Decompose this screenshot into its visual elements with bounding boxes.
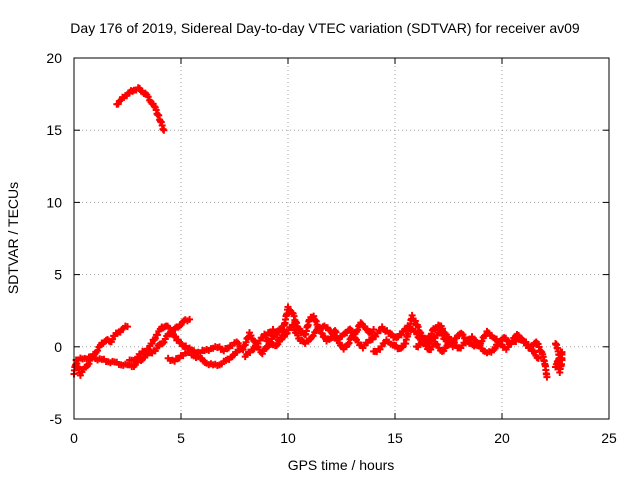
chart-title: Day 176 of 2019, Sidereal Day-to-day VTE… [70,20,580,36]
data-point [345,339,353,347]
data-point [289,322,297,330]
axis-ticks [73,57,610,420]
data-point [186,315,194,323]
data-point [370,325,378,333]
data-point [145,345,153,353]
data-point [439,325,447,333]
data-point [534,354,542,362]
data-point [552,363,559,371]
data-point [354,326,362,334]
series-1 [70,322,131,379]
x-tick-label: 0 [70,430,78,446]
series-5 [241,303,378,361]
data-point [148,340,156,348]
y-tick-label: 15 [46,122,62,138]
data-point [328,330,336,338]
data-point [234,339,242,347]
x-tick-label: 20 [494,430,510,446]
data-point [478,337,486,345]
data-point [348,327,356,335]
y-tick-label: 0 [54,339,62,355]
data-point [94,347,102,355]
data-point [144,93,152,101]
data-point [283,329,291,337]
data-point [288,321,296,329]
data-point [491,344,499,352]
x-tick-label: 10 [280,430,296,446]
y-tick-label: 10 [46,194,62,210]
data-points [70,84,566,381]
data-point [124,323,131,331]
x-tick-label: 15 [387,430,403,446]
data-point [151,334,159,342]
data-point [153,331,161,339]
y-tick-label: -5 [50,411,63,427]
y-tick-label: 5 [54,267,62,283]
data-point [398,343,406,351]
series-6 [263,321,457,352]
data-point [411,317,419,325]
series-9 [552,340,566,377]
y-axis-label: SDTVAR / TECUs [5,182,21,294]
plot-frame [73,57,610,420]
data-point [309,332,317,340]
data-point [294,331,302,339]
data-point [417,329,425,337]
data-point [160,126,168,134]
data-point [531,348,539,356]
y-tick-labels: -5 0 5 10 15 20 [46,50,62,427]
data-point [150,102,158,110]
data-point [408,311,416,319]
series-0 [113,84,168,134]
x-tick-labels: 0 5 10 15 20 25 [70,430,617,446]
x-tick-label: 5 [177,430,185,446]
data-point [85,360,93,368]
y-tick-label: 20 [46,50,62,66]
data-point [168,327,176,335]
grid-lines [74,58,609,419]
x-axis-label: GPS time / hours [288,457,395,473]
data-point [272,330,280,338]
data-point [427,330,435,338]
data-point [459,331,467,339]
x-tick-label: 25 [601,430,617,446]
data-point [543,373,551,381]
series-8 [412,327,542,362]
data-point [397,331,405,339]
